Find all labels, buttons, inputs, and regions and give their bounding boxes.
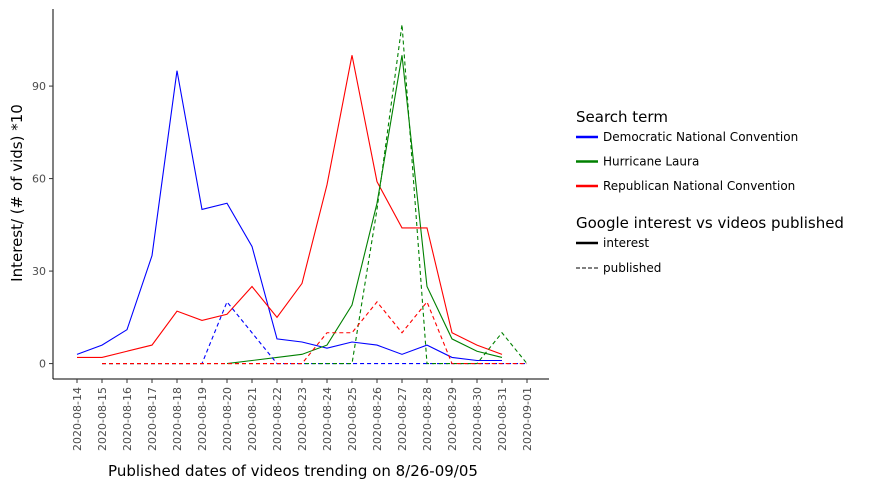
y-tick-label: 30 xyxy=(32,265,46,278)
series-interest-republican-national-convention xyxy=(77,55,503,358)
x-axis-label: Published dates of videos trending on 8/… xyxy=(108,462,478,480)
legend-color-items: Democratic National Convention Hurricane … xyxy=(576,130,798,193)
series-interest-democratic-national-convention xyxy=(76,70,502,362)
x-tick-label: 2020-08-15 xyxy=(96,387,109,451)
x-tick-label: 2020-08-27 xyxy=(396,387,409,451)
y-ticks: 0 30 60 90 xyxy=(32,80,53,371)
x-tick-label: 2020-08-31 xyxy=(496,387,509,451)
legend: Search term Democratic National Conventi… xyxy=(576,108,844,275)
legend-label: Democratic National Convention xyxy=(603,130,798,144)
x-tick-label: 2020-08-20 xyxy=(221,387,234,451)
legend-linetype-items: interest published xyxy=(576,236,661,275)
x-tick-label: 2020-08-25 xyxy=(346,387,359,451)
x-tick-label: 2020-08-16 xyxy=(121,387,134,451)
x-tick-label: 2020-09-01 xyxy=(521,387,534,451)
legend-linetype-title: Google interest vs videos published xyxy=(576,214,844,232)
x-tick-label: 2020-08-28 xyxy=(421,387,434,451)
x-tick-label: 2020-08-29 xyxy=(446,387,459,451)
y-tick-label: 0 xyxy=(39,358,46,371)
x-tick-label: 2020-08-22 xyxy=(271,387,284,451)
y-tick-label: 90 xyxy=(32,80,46,93)
x-tick-label: 2020-08-30 xyxy=(471,387,484,451)
x-tick-label: 2020-08-24 xyxy=(321,387,334,451)
x-tick-label: 2020-08-23 xyxy=(296,387,309,451)
x-ticks: 2020-08-14 2020-08-15 2020-08-16 2020-08-17… xyxy=(71,379,534,451)
legend-label: Republican National Convention xyxy=(603,179,795,193)
series-published-republican-national-convention xyxy=(102,300,527,365)
y-tick-label: 60 xyxy=(32,173,46,186)
plot-series xyxy=(76,24,528,365)
x-tick-label: 2020-08-18 xyxy=(171,387,184,451)
y-axis-label: Interest/ (# of vids) *10 xyxy=(8,104,26,282)
legend-label: Hurricane Laura xyxy=(603,155,699,169)
legend-label: interest xyxy=(603,236,649,250)
legend-color-title: Search term xyxy=(576,108,668,126)
series-published-democratic-national-convention xyxy=(102,300,527,365)
series-published-hurricane-laura xyxy=(102,24,528,365)
x-tick-label: 2020-08-14 xyxy=(71,387,84,451)
x-tick-label: 2020-08-26 xyxy=(371,387,384,451)
legend-label: published xyxy=(603,261,661,275)
series-interest-hurricane-laura xyxy=(226,55,503,365)
x-tick-label: 2020-08-17 xyxy=(146,387,159,451)
x-tick-label: 2020-08-19 xyxy=(196,387,209,451)
x-tick-label: 2020-08-21 xyxy=(246,387,259,451)
